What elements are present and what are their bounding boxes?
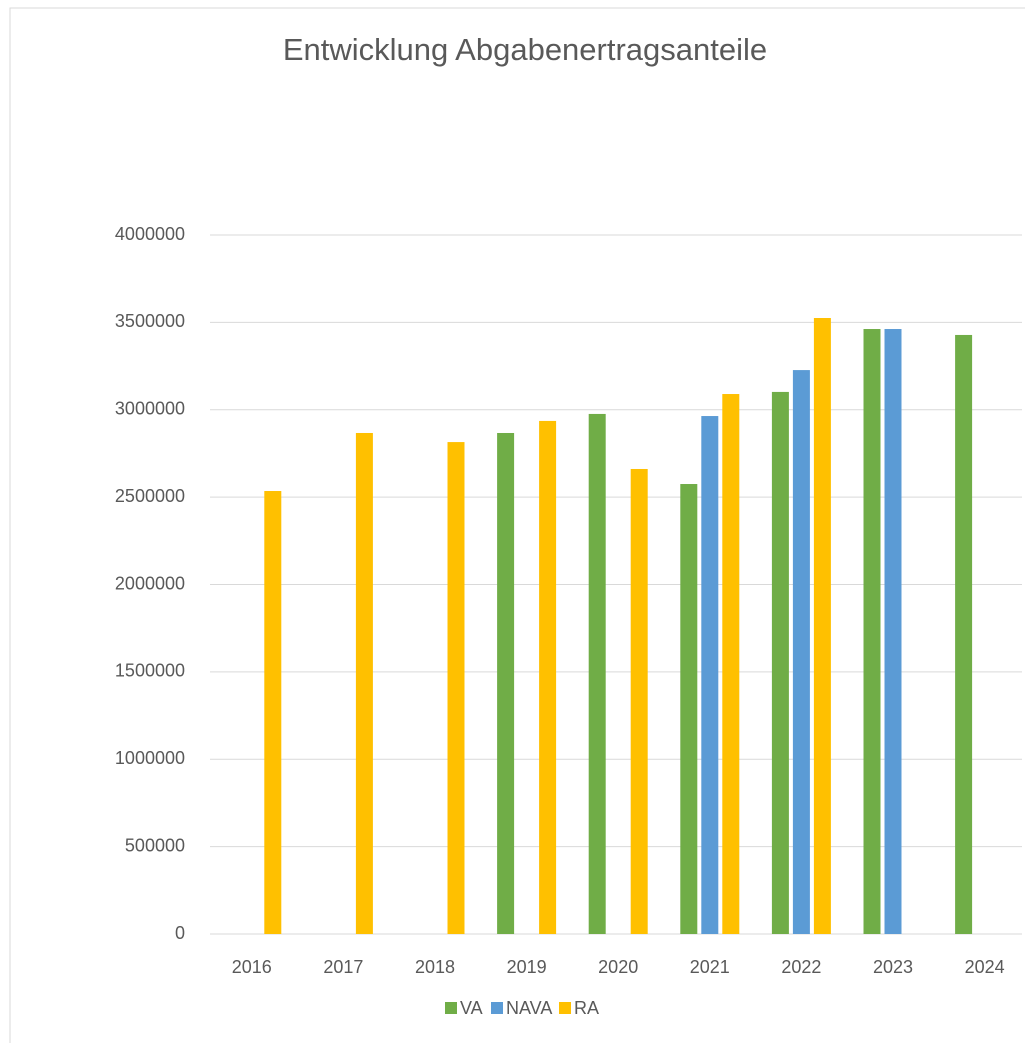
chart-frame <box>9 7 1025 1043</box>
bar <box>588 413 606 935</box>
legend-label: RA <box>574 998 599 1018</box>
y-tick-label: 3500000 <box>115 311 185 331</box>
bar <box>863 329 881 934</box>
y-tick-label: 500000 <box>125 835 185 855</box>
bar <box>539 420 557 935</box>
bar <box>701 416 719 934</box>
bar <box>955 334 973 934</box>
bar <box>630 468 648 934</box>
bar <box>264 491 282 934</box>
chart-title: Entwicklung Abgabenertragsanteile <box>283 32 767 67</box>
y-tick-label: 2000000 <box>115 573 185 593</box>
x-tick-label: 2019 <box>507 957 547 977</box>
bar <box>792 370 810 934</box>
legend-swatch <box>445 1002 457 1014</box>
y-tick-label: 0 <box>175 923 185 943</box>
legend-label: NAVA <box>506 998 552 1018</box>
bar <box>355 432 373 934</box>
x-tick-label: 2022 <box>781 957 821 977</box>
y-tick-label: 2500000 <box>115 486 185 506</box>
y-tick-label: 1000000 <box>115 748 185 768</box>
bar <box>722 394 740 935</box>
bar <box>680 484 698 934</box>
y-tick-label: 4000000 <box>115 224 185 244</box>
x-tick-label: 2024 <box>965 957 1005 977</box>
legend-swatch <box>491 1002 503 1014</box>
bar <box>497 432 515 934</box>
x-tick-label: 2016 <box>232 957 272 977</box>
y-tick-label: 1500000 <box>115 661 185 681</box>
bar <box>884 329 902 934</box>
x-tick-label: 2020 <box>598 957 638 977</box>
x-tick-label: 2023 <box>873 957 913 977</box>
bar <box>813 318 831 935</box>
legend-swatch <box>559 1002 571 1014</box>
bar <box>771 391 789 934</box>
legend-label: VA <box>460 998 483 1018</box>
bar <box>447 442 465 934</box>
x-tick-label: 2021 <box>690 957 730 977</box>
x-tick-label: 2018 <box>415 957 455 977</box>
y-tick-label: 3000000 <box>115 399 185 419</box>
x-tick-label: 2017 <box>323 957 363 977</box>
